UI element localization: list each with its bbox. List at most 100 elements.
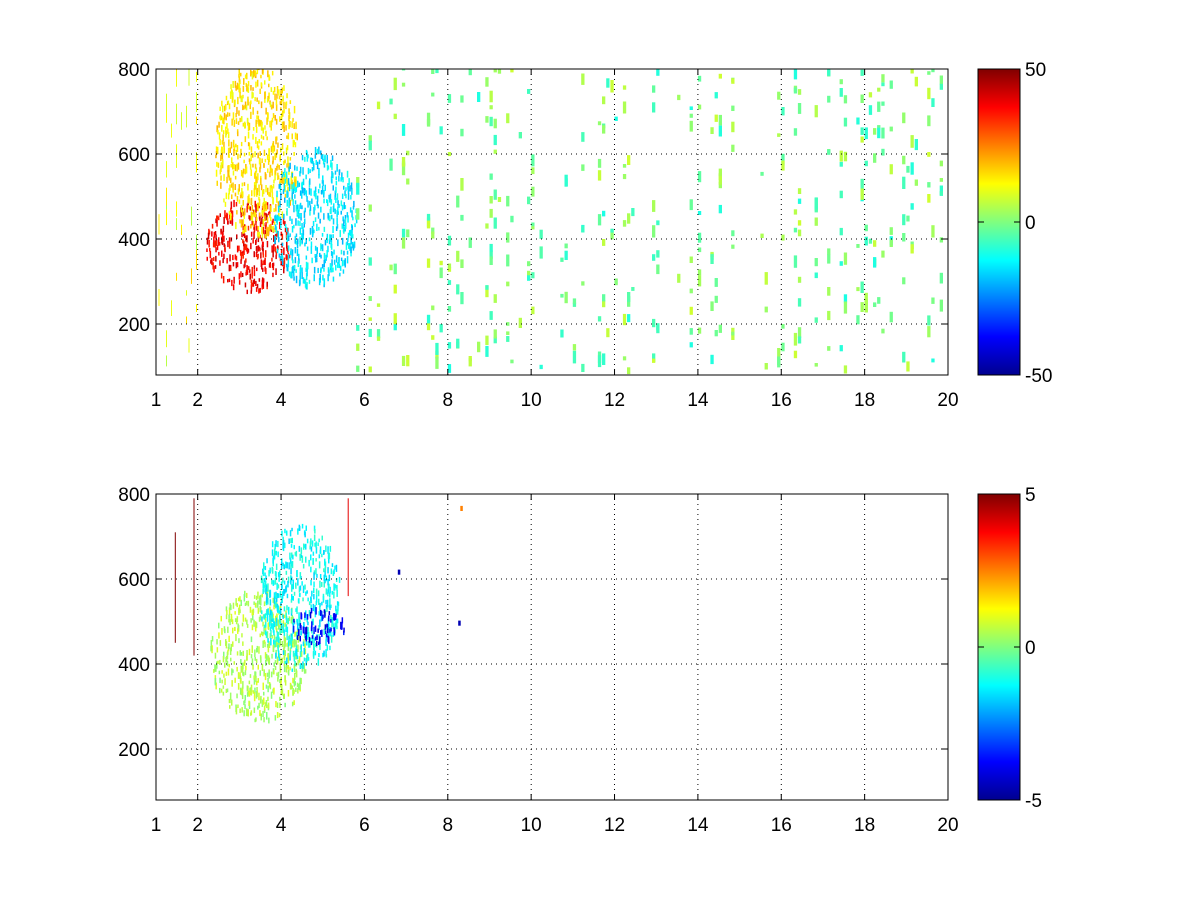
- heatmap-cell: [244, 602, 247, 606]
- heatmap-cell: [222, 691, 225, 696]
- heatmap-cell: [255, 203, 257, 209]
- heatmap-cell: [256, 110, 259, 115]
- heatmap-cell: [272, 558, 274, 564]
- heatmap-cell: [258, 139, 260, 144]
- heatmap-cell: [731, 144, 735, 152]
- heatmap-cell: [656, 220, 660, 226]
- heatmap-cell: [279, 679, 281, 684]
- x-tick-label: 4: [276, 815, 287, 836]
- heatmap-cell: [283, 247, 285, 256]
- heatmap-cell: [220, 688, 223, 693]
- heatmap-cell: [277, 572, 280, 577]
- heatmap-cell: [348, 178, 350, 186]
- heatmap-cell: [227, 626, 229, 633]
- heatmap-cell: [572, 302, 577, 307]
- heatmap-cell: [506, 254, 510, 267]
- heatmap-cell: [298, 253, 300, 260]
- heatmap-cell: [273, 244, 275, 251]
- heatmap-cell: [240, 219, 243, 228]
- heatmap-cell: [290, 181, 293, 190]
- heatmap-cell: [279, 116, 281, 122]
- heatmap-cell: [243, 700, 245, 706]
- heatmap-cell: [287, 227, 289, 235]
- heatmap-cell: [275, 254, 277, 260]
- heatmap-cell: [250, 284, 253, 292]
- heatmap-cell: [275, 615, 277, 622]
- heatmap-cell: [435, 356, 439, 369]
- heatmap-cell: [277, 172, 279, 180]
- heatmap-cell: [431, 335, 435, 340]
- heatmap-cell: [827, 95, 831, 103]
- heatmap-cell: [270, 227, 273, 232]
- heatmap-cell: [288, 254, 291, 259]
- heatmap-cell: [319, 252, 321, 257]
- heatmap-cell: [244, 74, 247, 79]
- heatmap-cell: [777, 348, 781, 361]
- heatmap-cell: [251, 645, 253, 653]
- heatmap-cell: [233, 164, 235, 170]
- heatmap-cell: [307, 641, 310, 648]
- heatmap-cell: [274, 215, 276, 221]
- heatmap-cell: [231, 118, 233, 126]
- heatmap-cell: [295, 653, 297, 660]
- heatmap-cell: [777, 91, 781, 100]
- heatmap-cell: [281, 558, 283, 562]
- heatmap-cell: [279, 627, 281, 635]
- heatmap-cell: [249, 269, 251, 273]
- heatmap-cell: [355, 217, 358, 224]
- heatmap-cell: [278, 713, 281, 718]
- heatmap-cell: [244, 168, 246, 175]
- heatmap-cell: [243, 710, 245, 717]
- heatmap-cell: [231, 668, 233, 676]
- heatmap-cell: [275, 640, 277, 647]
- heatmap-cell: [335, 255, 338, 263]
- heatmap-cell: [344, 218, 347, 223]
- heatmap-cell: [278, 253, 281, 258]
- heatmap-cell: [306, 655, 308, 662]
- heatmap-cell: [270, 184, 272, 189]
- heatmap-cell: [264, 80, 266, 85]
- heatmap-cell: [531, 167, 535, 175]
- heatmap-cell: [230, 183, 233, 188]
- heatmap-cell: [326, 607, 328, 612]
- heatmap-cell: [327, 567, 329, 574]
- heatmap-cell: [261, 279, 264, 287]
- heatmap-cell: [284, 227, 287, 233]
- heatmap-cell: [277, 650, 280, 658]
- heatmap-cell: [322, 154, 324, 161]
- heatmap-cell: [222, 134, 224, 142]
- heatmap-cell: [597, 316, 602, 322]
- heatmap-cell: [531, 154, 535, 167]
- heatmap-cell: [275, 216, 278, 223]
- heatmap-cell: [622, 101, 627, 114]
- heatmap-cell: [219, 677, 221, 683]
- heatmap-cell: [322, 595, 325, 603]
- heatmap-cell: [254, 97, 256, 102]
- heatmap-cell: [166, 106, 167, 123]
- heatmap-cell: [296, 570, 298, 577]
- heatmap-cell: [216, 146, 219, 151]
- heatmap-cell: [230, 84, 232, 89]
- heatmap-cell: [330, 159, 332, 166]
- heatmap-cell: [273, 596, 276, 604]
- heatmap-cell: [393, 263, 397, 275]
- heatmap-cell: [242, 104, 244, 111]
- heatmap-cell: [216, 647, 219, 653]
- heatmap-cell: [255, 287, 258, 292]
- heatmap-cell: [262, 127, 264, 134]
- heatmap-cell: [350, 246, 352, 254]
- heatmap-cell: [218, 242, 221, 246]
- heatmap-cell: [251, 272, 253, 279]
- heatmap-cell: [248, 198, 250, 204]
- heatmap-cell: [278, 656, 281, 661]
- heatmap-cell: [268, 224, 271, 230]
- heatmap-cell: [223, 673, 225, 678]
- heatmap-cell: [242, 171, 244, 178]
- heatmap-cell: [271, 622, 273, 629]
- heatmap-cell: [230, 657, 232, 662]
- heatmap-cell: [221, 100, 223, 107]
- heatmap-cell: [368, 328, 372, 337]
- heatmap-cell: [228, 237, 231, 243]
- heatmap-cell: [325, 654, 328, 658]
- heatmap-cell: [299, 651, 302, 658]
